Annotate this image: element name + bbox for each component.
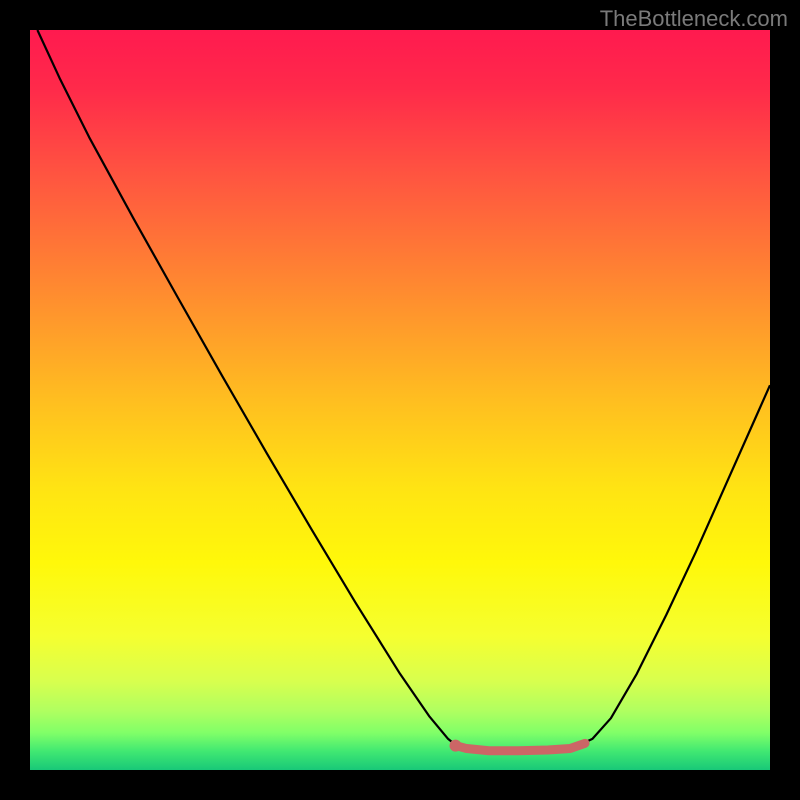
chart-svg <box>30 30 770 770</box>
watermark-text: TheBottleneck.com <box>600 6 788 32</box>
chart-background <box>30 30 770 770</box>
optimal-point-marker <box>450 740 462 752</box>
bottleneck-chart <box>30 30 770 770</box>
